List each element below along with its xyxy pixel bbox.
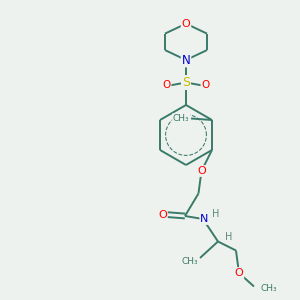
Text: N: N [182,53,190,67]
Text: CH₃: CH₃ [182,256,199,266]
Text: O: O [158,209,167,220]
Text: O: O [235,268,243,278]
Text: H: H [212,208,219,219]
Text: H: H [225,232,232,242]
Text: CH₃: CH₃ [173,114,190,123]
Text: O: O [197,166,206,176]
Text: N: N [200,214,209,224]
Text: O: O [182,19,190,29]
Text: S: S [182,76,190,89]
Text: O: O [162,80,171,91]
Text: CH₃: CH₃ [261,284,277,293]
Text: O: O [201,80,210,91]
